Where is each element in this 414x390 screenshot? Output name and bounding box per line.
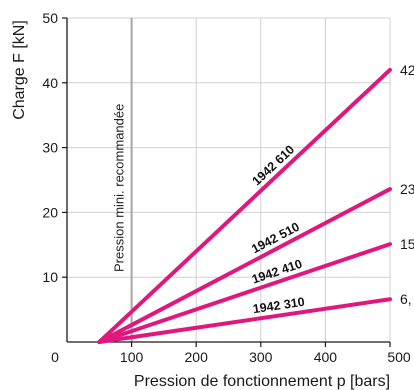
axes bbox=[66, 18, 390, 343]
x-tick-label-400: 400 bbox=[314, 349, 338, 365]
series-line-1942410 bbox=[97, 242, 392, 344]
x-tick-label-100: 100 bbox=[120, 349, 144, 365]
y-tick-label-30: 30 bbox=[42, 140, 58, 156]
series-line-1942310 bbox=[97, 297, 392, 344]
x-axis-title: Pression de fonctionnement p [bars] bbox=[134, 373, 390, 390]
y-axis-title: Charge F [kN] bbox=[11, 20, 28, 120]
series-line-1942510 bbox=[97, 187, 392, 344]
x-tick-label-300: 300 bbox=[249, 349, 273, 365]
min-pressure-label: Pression mini. recommandée bbox=[112, 104, 127, 272]
end-value-label-1942310: 6, bbox=[400, 291, 412, 307]
y-tick-label-10: 10 bbox=[42, 269, 58, 285]
end-value-label-1942410: 15 bbox=[400, 236, 414, 252]
series-line-1942610 bbox=[97, 67, 392, 344]
y-tick-label-40: 40 bbox=[42, 75, 58, 91]
end-value-label-1942510: 23 bbox=[400, 181, 414, 197]
x-tick-label-0: 0 bbox=[51, 349, 59, 365]
end-value-label-1942610: 42 bbox=[400, 62, 414, 78]
x-tick-label-500: 500 bbox=[387, 349, 411, 365]
y-tick-label-50: 50 bbox=[42, 10, 58, 26]
x-tick-label-200: 200 bbox=[185, 349, 209, 365]
y-tick-label-20: 20 bbox=[42, 204, 58, 220]
series-lines bbox=[97, 67, 392, 344]
reference-line-group: Pression mini. recommandée bbox=[112, 18, 133, 342]
